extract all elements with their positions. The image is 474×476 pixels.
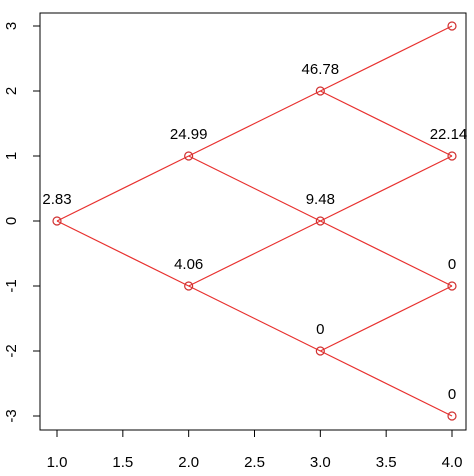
node-value-label: 22.14	[430, 126, 468, 143]
tree-node-point	[52, 216, 62, 226]
tree-edge	[56, 155, 189, 222]
x-tick-label: 2.0	[178, 454, 199, 471]
node-value-label: 0	[448, 386, 456, 403]
y-tick-label: -1	[3, 279, 20, 292]
tree-edge	[320, 285, 453, 352]
tree-edge	[188, 90, 321, 157]
tree-node-point	[447, 281, 457, 291]
y-tick-label: -2	[3, 344, 20, 357]
tree-node-point	[315, 86, 325, 96]
tree-node-point	[447, 151, 457, 161]
tree-edge	[320, 220, 453, 287]
tree-edge	[188, 220, 321, 287]
node-value-label: 4.06	[174, 256, 203, 273]
plot-frame	[39, 12, 467, 431]
y-axis: -3 -2 -1 0 1 2 3	[3, 22, 41, 423]
tree-node-point	[315, 216, 325, 226]
tree-node-point	[315, 346, 325, 356]
tree-edge	[188, 285, 321, 352]
node-value-label: 46.78	[302, 61, 340, 78]
node-value-label: 2.83	[42, 191, 71, 208]
tree-edge	[320, 350, 453, 417]
y-tick-label: -3	[3, 409, 20, 422]
data-labels-layer: 2.83 24.99 4.06 46.78 9.48 0 22.14 0 0	[42, 61, 467, 403]
tree-node-point	[184, 281, 194, 291]
tree-node-point	[447, 21, 457, 31]
node-value-label: 9.48	[306, 191, 335, 208]
y-tick-label: 0	[3, 217, 20, 225]
x-tick-label: 1.0	[47, 454, 68, 471]
y-tick-label: 1	[3, 152, 20, 160]
tree-edge	[320, 155, 453, 222]
x-axis: 1.0 1.5 2.0 2.5 3.0 3.5 4.0	[47, 429, 463, 471]
node-value-label: 24.99	[170, 126, 208, 143]
x-tick-label: 2.5	[244, 454, 265, 471]
tree-edge	[320, 25, 453, 92]
x-tick-label: 3.5	[376, 454, 397, 471]
tree-node-point	[184, 151, 194, 161]
x-tick-label: 3.0	[310, 454, 331, 471]
edges-layer	[56, 25, 453, 417]
y-tick-label: 3	[3, 22, 20, 30]
tree-edge	[188, 155, 321, 222]
tree-edge	[56, 220, 189, 287]
tree-node-point	[447, 411, 457, 421]
node-value-label: 0	[448, 256, 456, 273]
x-tick-label: 4.0	[442, 454, 463, 471]
node-value-label: 0	[316, 321, 324, 338]
x-tick-label: 1.5	[112, 454, 133, 471]
y-tick-label: 2	[3, 87, 20, 95]
tree-edge	[320, 90, 453, 157]
points-layer	[52, 21, 457, 421]
